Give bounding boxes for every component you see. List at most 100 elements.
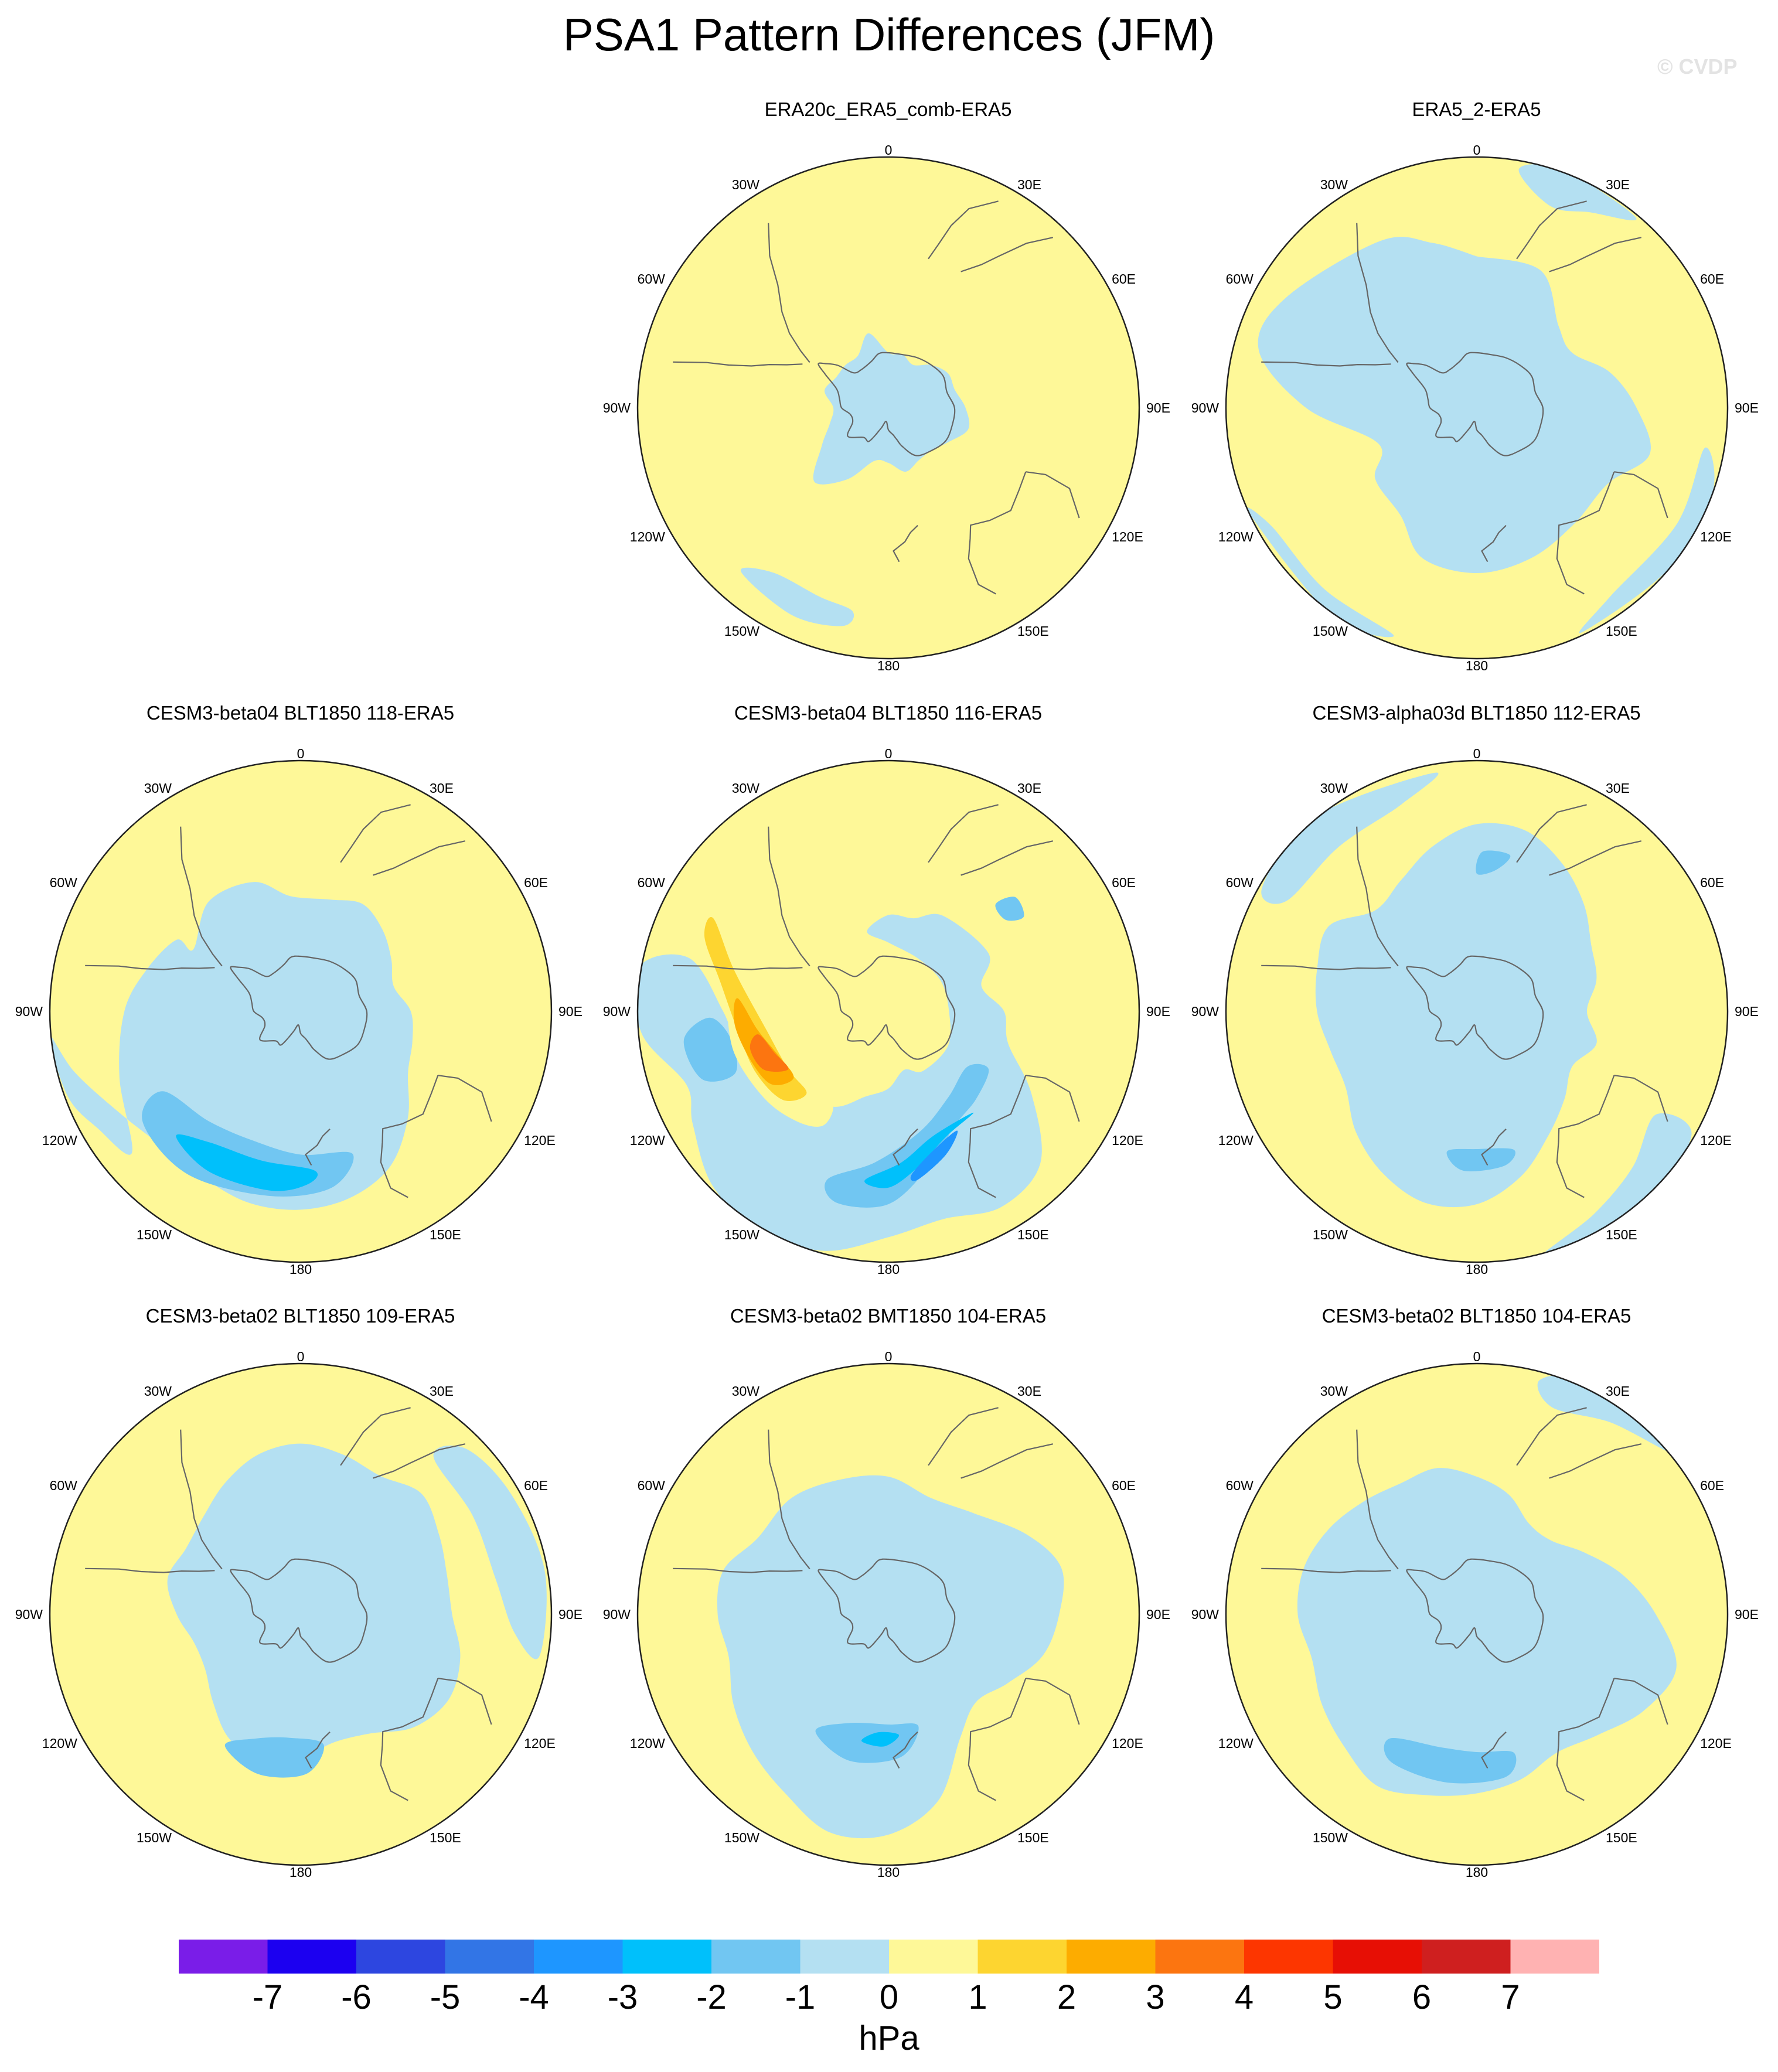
- lon-label: 60W: [1226, 1478, 1254, 1493]
- panel-title: CESM3-beta02 BLT1850 104-ERA5: [1321, 1305, 1631, 1327]
- colorbar-bin: [1333, 1940, 1422, 1974]
- colorbar-tick-label: -3: [608, 1978, 638, 2010]
- lon-label: 120E: [1112, 1736, 1143, 1751]
- lon-label: 90E: [558, 1607, 583, 1622]
- coastline-southAmerica: [673, 1567, 803, 1573]
- map-panel: CESM3-beta04 BLT1850 116-ERA5 0 30E 60E 90E 1…: [594, 702, 1183, 1291]
- lon-label: 180: [289, 1262, 312, 1277]
- colorbar-tick-label: -5: [430, 1978, 461, 2010]
- colorbar-tick-label: 6: [1412, 1978, 1431, 2010]
- lon-label: 120W: [630, 1133, 665, 1148]
- lon-label: 90W: [1191, 400, 1220, 415]
- map-border: [636, 759, 1140, 1263]
- map-panel: CESM3-beta04 BLT1850 118-ERA5 0 30E 60E 90E 1…: [6, 702, 595, 1291]
- lon-label: 60E: [1700, 875, 1724, 890]
- lon-label: 180: [1466, 658, 1488, 673]
- lon-label: 30W: [144, 1383, 172, 1399]
- lon-label: 60W: [50, 875, 78, 890]
- coastline-africa: [928, 200, 999, 260]
- coastline-africa: [1516, 804, 1587, 863]
- lon-label: 120W: [1218, 1736, 1254, 1751]
- coastline-australiaS: [968, 1075, 1027, 1198]
- anomaly-contour-pos2: [704, 916, 807, 1101]
- coastline-southAmericaE: [768, 826, 810, 967]
- lon-label: 60E: [524, 1478, 548, 1493]
- anomaly-contour-neg1: [1297, 1468, 1677, 1796]
- coastline-newZealand: [893, 1128, 918, 1166]
- lon-label: 60W: [638, 875, 666, 890]
- coastline-africaE: [1549, 840, 1642, 876]
- colorbar-tick-label: 3: [1146, 1978, 1164, 2010]
- anomaly-contour-neg2: [1384, 1738, 1517, 1784]
- anomaly-contour-neg2: [224, 1737, 325, 1778]
- lon-label: 60E: [1112, 875, 1136, 890]
- coastline-australiaW: [1614, 1075, 1668, 1122]
- coastline-australiaS: [1556, 471, 1615, 595]
- coastline-africa: [340, 1407, 411, 1466]
- coastline-australiaW: [1614, 1678, 1668, 1725]
- coastline-antarctica: [818, 352, 956, 456]
- lon-label: 150W: [724, 1830, 759, 1845]
- coastline-australiaS: [380, 1678, 439, 1801]
- coastline-southAmericaE: [180, 826, 223, 967]
- panel-title: ERA5_2-ERA5: [1412, 98, 1541, 120]
- coastline-africa: [1516, 1407, 1587, 1466]
- anomaly-contour-neg1: [1246, 507, 1394, 638]
- coastline-antarctica: [230, 955, 368, 1060]
- figure-title: PSA1 Pattern Differences (JFM): [563, 9, 1215, 60]
- lon-label: 60E: [1112, 1478, 1136, 1493]
- coastline-southAmerica: [1261, 1567, 1391, 1573]
- polar-map: 0 30E 60E 90E 120E 150E 180 150W 120W 90W 60W 30W: [1191, 746, 1759, 1277]
- coastline-antarctica: [1406, 1558, 1544, 1663]
- coastline-southAmerica: [1261, 965, 1391, 970]
- anomaly-contour-neg1: [813, 333, 970, 485]
- lon-label: 60E: [1112, 271, 1136, 287]
- lon-label: 90E: [1735, 1607, 1759, 1622]
- lon-label: 150E: [1017, 623, 1049, 639]
- lon-label: 60W: [50, 1478, 78, 1493]
- panel-title: ERA20c_ERA5_comb-ERA5: [764, 98, 1012, 120]
- lon-label: 0: [297, 1349, 305, 1364]
- lon-label: 30W: [1320, 781, 1348, 796]
- anomaly-contour-pos4: [750, 1034, 789, 1072]
- colorbar-tick-label: 2: [1057, 1978, 1076, 2010]
- colorbar-bin: [622, 1940, 712, 1974]
- anomaly-contour-neg1: [433, 1445, 547, 1659]
- lon-label: 120E: [1112, 529, 1143, 544]
- map-border: [49, 759, 553, 1263]
- coastline-africaE: [373, 1443, 466, 1479]
- lon-label: 30E: [1606, 1383, 1630, 1399]
- lon-label: 120W: [630, 1736, 665, 1751]
- anomaly-contour-neg2: [1446, 1148, 1515, 1171]
- map-border: [636, 156, 1140, 660]
- anomaly-contour-pos1: [817, 503, 858, 540]
- lon-label: 150E: [1606, 1830, 1637, 1845]
- colorbar-tick-label: 4: [1235, 1978, 1254, 2010]
- coastline-australiaW: [1614, 471, 1668, 519]
- colorbar-bin: [711, 1940, 801, 1974]
- anomaly-contour-neg1: [1315, 823, 1597, 1208]
- coastline-antarctica: [230, 1558, 368, 1663]
- coastline-africa: [928, 804, 999, 863]
- lon-label: 0: [885, 142, 893, 158]
- lon-label: 90E: [558, 1004, 583, 1019]
- map-border: [49, 1362, 553, 1866]
- polar-map: 0 30E 60E 90E 120E 150E 180 150W 120W 90W 60W 30W: [1191, 1349, 1759, 1880]
- lon-label: 90E: [1146, 400, 1170, 415]
- map-panel: CESM3-beta02 BMT1850 104-ERA5 0 30E 60E 90E 1…: [594, 1305, 1183, 1894]
- colorbar-bin: [1510, 1940, 1599, 1974]
- coastline-southAmerica: [673, 361, 803, 367]
- anomaly-contour-neg1: [740, 567, 854, 626]
- lon-label: 30W: [1320, 1383, 1348, 1399]
- anomaly-contour-neg4: [910, 1130, 958, 1181]
- colorbar-bin: [534, 1940, 623, 1974]
- lon-label: 150W: [1313, 1227, 1348, 1242]
- anomaly-contour-pos1: [985, 1447, 1076, 1565]
- coastline-southAmericaE: [768, 1429, 810, 1570]
- lon-label: 0: [885, 1349, 893, 1364]
- lon-label: 30E: [430, 1383, 454, 1399]
- lon-label: 180: [877, 658, 900, 673]
- anomaly-contour-neg2: [683, 1017, 738, 1082]
- colorbar-bin: [977, 1940, 1067, 1974]
